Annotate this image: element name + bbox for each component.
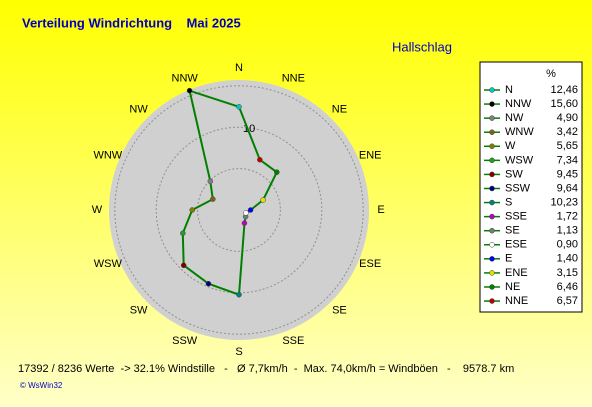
legend-label: NNW (505, 98, 532, 110)
legend-label: ESE (505, 239, 527, 251)
direction-label: ESE (359, 258, 381, 270)
legend-value: 9,45 (557, 168, 578, 180)
legend-value: 15,60 (550, 98, 578, 110)
legend-marker (489, 242, 495, 248)
legend-marker (489, 298, 495, 304)
direction-label: NNE (282, 73, 305, 85)
legend-marker (489, 171, 495, 178)
direction-label: WSW (94, 258, 123, 270)
radar-marker (241, 220, 248, 226)
legend-label: E (505, 253, 512, 265)
legend-label: S (505, 196, 512, 208)
radar-marker (180, 230, 186, 237)
radar-marker (205, 280, 212, 287)
direction-label: SSE (282, 335, 304, 347)
direction-label: NE (332, 103, 347, 115)
direction-label: S (235, 346, 242, 358)
legend-header: % (546, 68, 556, 80)
legend-label: ENE (505, 267, 528, 279)
legend-marker (489, 143, 495, 150)
legend-label: W (505, 140, 516, 152)
legend-label: SSW (505, 182, 531, 194)
legend-marker (489, 129, 495, 135)
radar-marker (189, 207, 195, 213)
legend-marker (489, 270, 495, 276)
legend-label: NW (505, 112, 524, 124)
legend-marker (489, 213, 495, 220)
legend-marker (489, 157, 495, 164)
legend-value: 1,13 (557, 225, 578, 237)
radar-marker (236, 291, 242, 298)
radar-marker (274, 169, 280, 175)
radar-marker (186, 87, 193, 94)
legend-value: 0,90 (557, 239, 578, 251)
radar-marker (247, 207, 254, 213)
radar-marker (210, 196, 216, 202)
legend-value: 1,40 (557, 253, 578, 265)
legend-value: 4,90 (557, 112, 578, 124)
grid-ring (114, 85, 364, 335)
direction-label: SW (130, 304, 148, 316)
chart-title: Verteilung Windrichtung Mai 2025 (22, 15, 241, 30)
legend-marker (489, 101, 495, 107)
legend-value: 9,64 (557, 182, 578, 194)
legend-label: NE (505, 281, 520, 293)
legend-value: 10,23 (550, 196, 578, 208)
legend-value: 3,42 (557, 126, 578, 138)
legend-value: 5,65 (557, 140, 578, 152)
legend-label: N (505, 84, 513, 96)
legend-label: SW (505, 168, 523, 180)
legend-label: SE (505, 225, 520, 237)
legend-value: 3,15 (557, 267, 578, 279)
legend-marker (489, 284, 495, 290)
legend-marker (489, 256, 495, 262)
footer: 17392 / 8236 Werte -> 32.1% Windstille -… (18, 363, 514, 375)
legend-marker (489, 115, 495, 121)
chart-subtitle: Hallschlag (392, 39, 452, 54)
radar-marker (257, 156, 263, 163)
radar-marker (260, 197, 266, 203)
direction-label: E (377, 204, 384, 216)
direction-label: ENE (359, 150, 382, 162)
radar-marker (180, 262, 187, 269)
radar-marker (236, 104, 242, 110)
grid-ring (197, 168, 281, 252)
legend-label: WSW (505, 154, 534, 166)
legend-label: NNE (505, 295, 528, 307)
direction-label: W (92, 204, 103, 216)
direction-label: SSW (172, 335, 198, 347)
legend-value: 6,46 (557, 281, 578, 293)
legend-label: SSE (505, 211, 527, 223)
direction-label: WNW (93, 150, 122, 162)
credit: © WsWin32 (20, 381, 63, 390)
legend-marker (489, 227, 495, 234)
direction-label: SE (332, 304, 347, 316)
direction-label: NW (129, 103, 148, 115)
legend-marker (489, 185, 495, 192)
legend-label: WNW (505, 126, 534, 138)
direction-label: N (235, 62, 243, 74)
polar-area (109, 80, 369, 340)
legend-marker (489, 199, 495, 206)
legend-value: 6,57 (557, 295, 578, 307)
legend-value: 12,46 (550, 84, 578, 96)
legend-marker (489, 87, 495, 93)
legend-value: 7,34 (557, 154, 578, 166)
direction-label: NNW (172, 73, 199, 85)
legend-value: 1,72 (557, 211, 578, 223)
radar-marker (207, 178, 214, 185)
radar-marker (243, 210, 249, 216)
